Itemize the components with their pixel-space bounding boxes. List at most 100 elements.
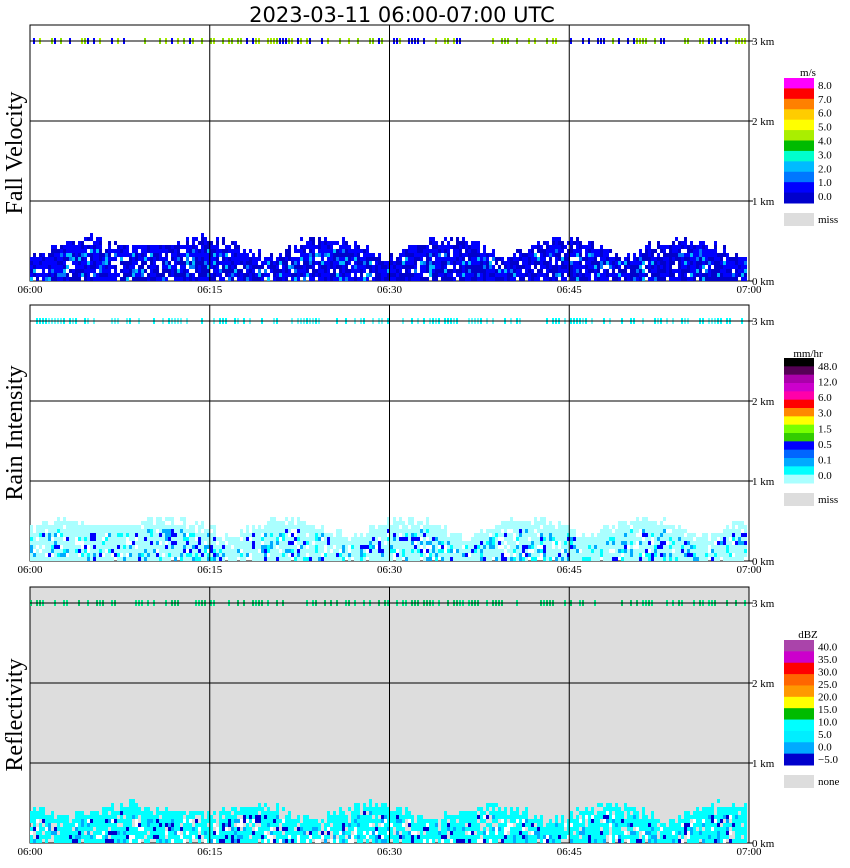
data-cell bbox=[573, 269, 576, 273]
data-cell bbox=[471, 249, 474, 253]
data-cell bbox=[135, 831, 138, 835]
data-cell bbox=[693, 533, 696, 537]
data-cell bbox=[180, 827, 183, 831]
data-cell bbox=[702, 273, 705, 277]
data-cell bbox=[327, 827, 330, 831]
data-cell bbox=[180, 811, 183, 815]
data-cell bbox=[405, 545, 408, 549]
data-cell bbox=[528, 525, 531, 529]
data-cell bbox=[501, 549, 504, 553]
data-cell bbox=[675, 533, 678, 537]
data-cell bbox=[648, 553, 651, 557]
data-cell bbox=[207, 533, 210, 537]
data-cell bbox=[672, 253, 675, 257]
data-cell bbox=[291, 839, 294, 843]
data-cell bbox=[330, 249, 333, 253]
data-cell bbox=[369, 261, 372, 265]
data-cell bbox=[351, 249, 354, 253]
data-cell bbox=[393, 273, 396, 277]
data-cell bbox=[735, 557, 738, 561]
data-cell bbox=[105, 827, 108, 831]
data-cell bbox=[432, 533, 435, 537]
data-cell bbox=[249, 533, 252, 537]
data-cell bbox=[198, 541, 201, 545]
data-cell bbox=[501, 269, 504, 273]
data-cell bbox=[162, 815, 165, 819]
data-cell bbox=[438, 257, 441, 261]
data-cell bbox=[336, 549, 339, 553]
data-cell bbox=[198, 811, 201, 815]
data-cell bbox=[549, 541, 552, 545]
data-cell bbox=[567, 557, 570, 561]
data-cell bbox=[384, 553, 387, 557]
data-cell bbox=[417, 541, 420, 545]
data-cell bbox=[174, 827, 177, 831]
data-cell bbox=[387, 815, 390, 819]
data-cell bbox=[402, 249, 405, 253]
data-cell bbox=[267, 839, 270, 843]
data-cell bbox=[93, 823, 96, 827]
data-cell bbox=[501, 261, 504, 265]
data-cell bbox=[135, 245, 138, 249]
data-cell bbox=[279, 839, 282, 843]
data-cell bbox=[150, 545, 153, 549]
data-cell bbox=[39, 541, 42, 545]
data-cell bbox=[420, 831, 423, 835]
data-cell bbox=[357, 265, 360, 269]
data-cell bbox=[102, 549, 105, 553]
data-cell bbox=[243, 807, 246, 811]
data-cell bbox=[600, 257, 603, 261]
data-cell bbox=[408, 823, 411, 827]
data-cell bbox=[600, 545, 603, 549]
data-cell bbox=[642, 557, 645, 561]
data-cell bbox=[162, 549, 165, 553]
data-cell bbox=[477, 245, 480, 249]
data-cell bbox=[399, 835, 402, 839]
data-cell bbox=[219, 557, 222, 561]
data-cell bbox=[123, 525, 126, 529]
data-cell bbox=[198, 273, 201, 277]
data-cell bbox=[327, 277, 330, 281]
data-cell bbox=[708, 261, 711, 265]
data-cell bbox=[144, 831, 147, 835]
data-cell bbox=[714, 553, 717, 557]
data-cell bbox=[546, 541, 549, 545]
y-tick-label: 3 km bbox=[752, 316, 775, 328]
data-cell bbox=[594, 557, 597, 561]
data-cell bbox=[108, 273, 111, 277]
data-cell bbox=[651, 545, 654, 549]
data-cell bbox=[39, 823, 42, 827]
data-cell bbox=[453, 261, 456, 265]
data-cell bbox=[228, 273, 231, 277]
data-cell bbox=[666, 273, 669, 277]
data-cell bbox=[225, 819, 228, 823]
data-cell bbox=[675, 237, 678, 241]
data-cell bbox=[420, 249, 423, 253]
data-cell bbox=[183, 261, 186, 265]
data-cell bbox=[63, 245, 66, 249]
data-cell bbox=[63, 533, 66, 537]
data-cell bbox=[378, 253, 381, 257]
colorbar-swatch bbox=[784, 408, 814, 417]
data-cell bbox=[93, 273, 96, 277]
data-cell bbox=[546, 249, 549, 253]
data-cell bbox=[516, 557, 519, 561]
data-cell bbox=[483, 261, 486, 265]
data-cell bbox=[516, 549, 519, 553]
data-cell bbox=[225, 249, 228, 253]
data-cell bbox=[435, 533, 438, 537]
data-cell bbox=[360, 265, 363, 269]
data-cell bbox=[54, 537, 57, 541]
data-cell bbox=[651, 557, 654, 561]
data-cell bbox=[39, 807, 42, 811]
data-cell bbox=[87, 273, 90, 277]
data-cell bbox=[69, 249, 72, 253]
data-cell bbox=[453, 553, 456, 557]
data-cell bbox=[360, 273, 363, 277]
data-cell bbox=[228, 557, 231, 561]
data-cell bbox=[144, 839, 147, 843]
data-cell bbox=[114, 819, 117, 823]
data-cell bbox=[312, 245, 315, 249]
data-cell bbox=[660, 265, 663, 269]
data-cell bbox=[585, 545, 588, 549]
